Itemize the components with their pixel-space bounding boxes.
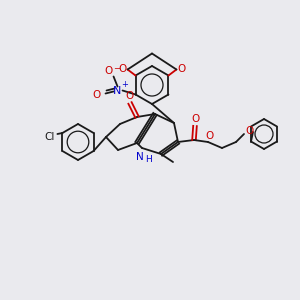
Text: O: O — [177, 64, 186, 74]
Text: +: + — [121, 80, 128, 89]
Text: H: H — [145, 154, 152, 164]
Text: O: O — [92, 89, 101, 100]
Text: O: O — [192, 114, 200, 124]
Text: O: O — [104, 67, 113, 76]
Text: N: N — [136, 152, 144, 162]
Text: O: O — [118, 64, 127, 74]
Text: Cl: Cl — [44, 132, 55, 142]
Text: −: − — [113, 64, 120, 73]
Text: O: O — [125, 91, 133, 101]
Text: O: O — [205, 131, 213, 141]
Text: N: N — [113, 85, 122, 95]
Text: O: O — [245, 126, 253, 136]
